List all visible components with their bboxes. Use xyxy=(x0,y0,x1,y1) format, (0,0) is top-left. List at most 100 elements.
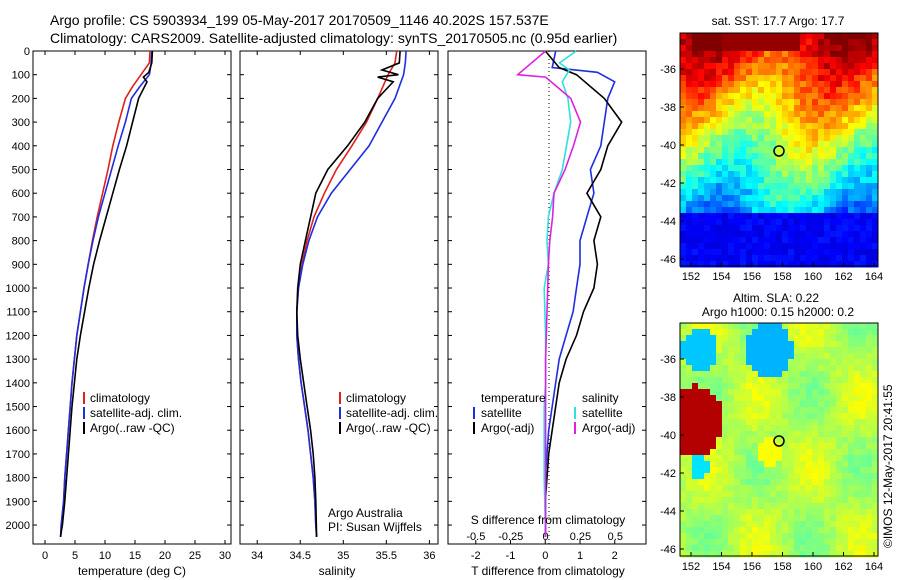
map-x-tick-label: 152 xyxy=(682,561,700,573)
map-cell xyxy=(746,467,753,474)
map-cell xyxy=(758,195,765,202)
map-cell xyxy=(872,63,879,70)
map-cell xyxy=(794,335,801,342)
map-cell xyxy=(710,515,717,522)
map-cell xyxy=(680,69,687,76)
map-cell xyxy=(830,165,837,172)
map-cell xyxy=(782,455,789,462)
map-cell xyxy=(734,449,741,456)
map-cell xyxy=(770,389,777,396)
map-cell xyxy=(716,437,723,444)
map-cell xyxy=(710,183,717,190)
map-cell xyxy=(686,371,693,378)
map-cell xyxy=(872,243,879,250)
map-cell xyxy=(812,461,819,468)
map-cell xyxy=(818,213,825,220)
map-cell xyxy=(692,249,699,256)
map-cell xyxy=(824,473,831,480)
map-cell xyxy=(722,491,729,498)
map-cell xyxy=(830,497,837,504)
map-cell xyxy=(746,33,753,40)
map-cell xyxy=(734,341,741,348)
map-cell xyxy=(710,231,717,238)
map-cell xyxy=(710,111,717,118)
map-cell xyxy=(806,419,813,426)
map-cell xyxy=(728,479,735,486)
map-cell xyxy=(824,45,831,52)
map-cell xyxy=(680,479,687,486)
map-cell xyxy=(704,33,711,40)
map-cell xyxy=(794,377,801,384)
map-cell xyxy=(800,219,807,226)
map-cell xyxy=(842,497,849,504)
map-cell xyxy=(776,353,783,360)
map-cell xyxy=(698,467,705,474)
map-cell xyxy=(692,99,699,106)
map-cell xyxy=(836,249,843,256)
map-cell xyxy=(764,69,771,76)
map-cell xyxy=(860,521,867,528)
map-cell xyxy=(854,225,861,232)
map-cell xyxy=(722,189,729,196)
map-cell xyxy=(866,359,873,366)
map-cell xyxy=(704,323,711,330)
map-cell xyxy=(692,237,699,244)
map-cell xyxy=(704,129,711,136)
map-cell xyxy=(728,425,735,432)
map-cell xyxy=(740,335,747,342)
map-cell xyxy=(746,171,753,178)
map-cell xyxy=(860,455,867,462)
map-cell xyxy=(698,383,705,390)
map-cell xyxy=(770,51,777,58)
map-cell xyxy=(788,201,795,208)
map-cell xyxy=(752,141,759,148)
map-cell xyxy=(722,335,729,342)
map-y-tick-label: -44 xyxy=(660,506,676,518)
map-cell xyxy=(758,539,765,546)
map-cell xyxy=(710,69,717,76)
map-cell xyxy=(860,93,867,100)
map-cell xyxy=(716,153,723,160)
map-cell xyxy=(776,33,783,40)
map-cell xyxy=(698,93,705,100)
map-cell xyxy=(764,341,771,348)
map-cell xyxy=(782,249,789,256)
map-cell xyxy=(734,69,741,76)
map-cell xyxy=(746,419,753,426)
map-cell xyxy=(698,407,705,414)
map-cell xyxy=(734,213,741,220)
map-cell xyxy=(806,147,813,154)
map-cell xyxy=(872,201,879,208)
map-cell xyxy=(752,93,759,100)
map-cell xyxy=(758,93,765,100)
map-cell xyxy=(830,521,837,528)
map-cell xyxy=(806,75,813,82)
map-cell xyxy=(710,105,717,112)
map-cell xyxy=(704,359,711,366)
map-cell xyxy=(866,249,873,256)
map-cell xyxy=(860,431,867,438)
map-cell xyxy=(752,177,759,184)
map-cell xyxy=(860,99,867,106)
map-cell xyxy=(860,147,867,154)
map-cell xyxy=(812,165,819,172)
map-cell xyxy=(812,383,819,390)
map-cell xyxy=(740,99,747,106)
map-cell xyxy=(836,117,843,124)
map-cell xyxy=(794,539,801,546)
map-cell xyxy=(830,473,837,480)
map-cell xyxy=(776,159,783,166)
map-cell xyxy=(848,231,855,238)
map-cell xyxy=(722,39,729,46)
map-cell xyxy=(788,443,795,450)
map-cell xyxy=(746,123,753,130)
map-cell xyxy=(716,93,723,100)
map-cell xyxy=(746,389,753,396)
map-cell xyxy=(728,461,735,468)
map-cell xyxy=(716,99,723,106)
map-cell xyxy=(812,371,819,378)
map-cell xyxy=(728,485,735,492)
map-cell xyxy=(680,57,687,64)
map-cell xyxy=(686,225,693,232)
map-cell xyxy=(746,551,753,558)
